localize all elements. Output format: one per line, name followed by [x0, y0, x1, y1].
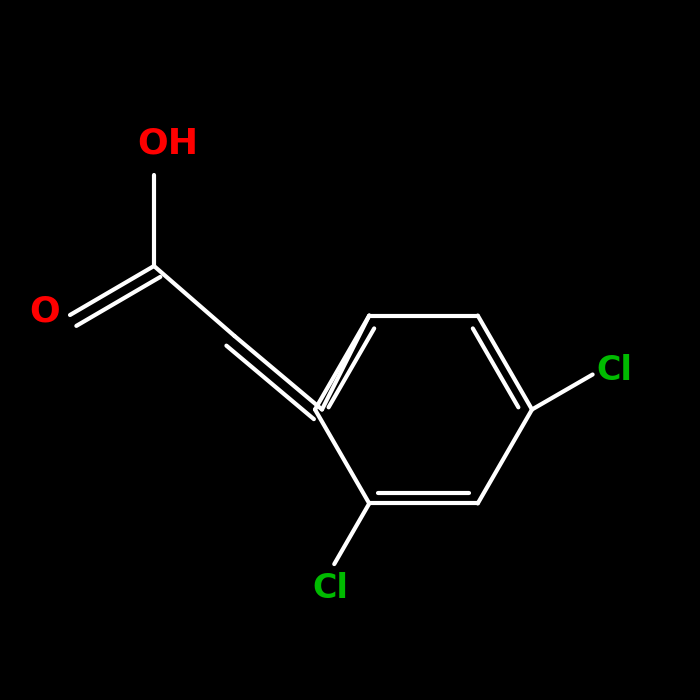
Text: O: O: [29, 295, 60, 328]
Text: OH: OH: [137, 127, 199, 161]
Text: Cl: Cl: [313, 573, 349, 605]
Text: Cl: Cl: [596, 354, 632, 388]
